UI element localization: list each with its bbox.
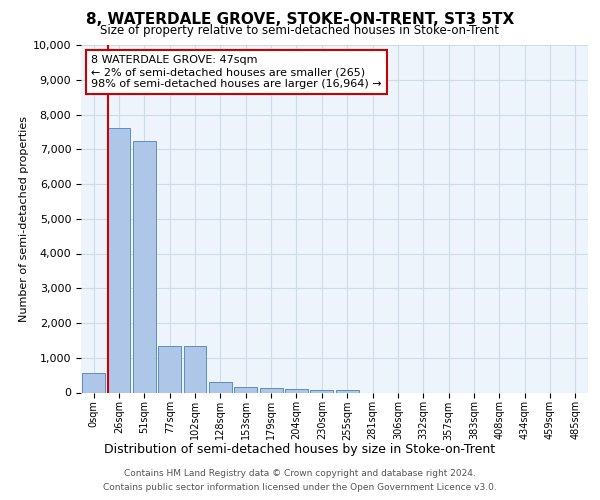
Text: Contains public sector information licensed under the Open Government Licence v3: Contains public sector information licen…: [103, 484, 497, 492]
Bar: [133, 140, 156, 392]
Bar: [158, 346, 181, 393]
Text: Contains HM Land Registry data © Crown copyright and database right 2024.: Contains HM Land Registry data © Crown c…: [124, 468, 476, 477]
Bar: [285, 388, 308, 392]
Bar: [209, 382, 232, 392]
Text: Distribution of semi-detached houses by size in Stoke-on-Trent: Distribution of semi-detached houses by …: [104, 442, 496, 456]
Bar: [82, 374, 105, 392]
Text: Size of property relative to semi-detached houses in Stoke-on-Trent: Size of property relative to semi-detach…: [101, 24, 499, 37]
Bar: [107, 128, 130, 392]
Bar: [336, 390, 359, 392]
Text: 8, WATERDALE GROVE, STOKE-ON-TRENT, ST3 5TX: 8, WATERDALE GROVE, STOKE-ON-TRENT, ST3 …: [86, 12, 514, 28]
Bar: [310, 390, 333, 392]
Bar: [184, 346, 206, 393]
Bar: [260, 388, 283, 392]
Bar: [235, 387, 257, 392]
Text: 8 WATERDALE GROVE: 47sqm
← 2% of semi-detached houses are smaller (265)
98% of s: 8 WATERDALE GROVE: 47sqm ← 2% of semi-de…: [91, 56, 382, 88]
Y-axis label: Number of semi-detached properties: Number of semi-detached properties: [19, 116, 29, 322]
